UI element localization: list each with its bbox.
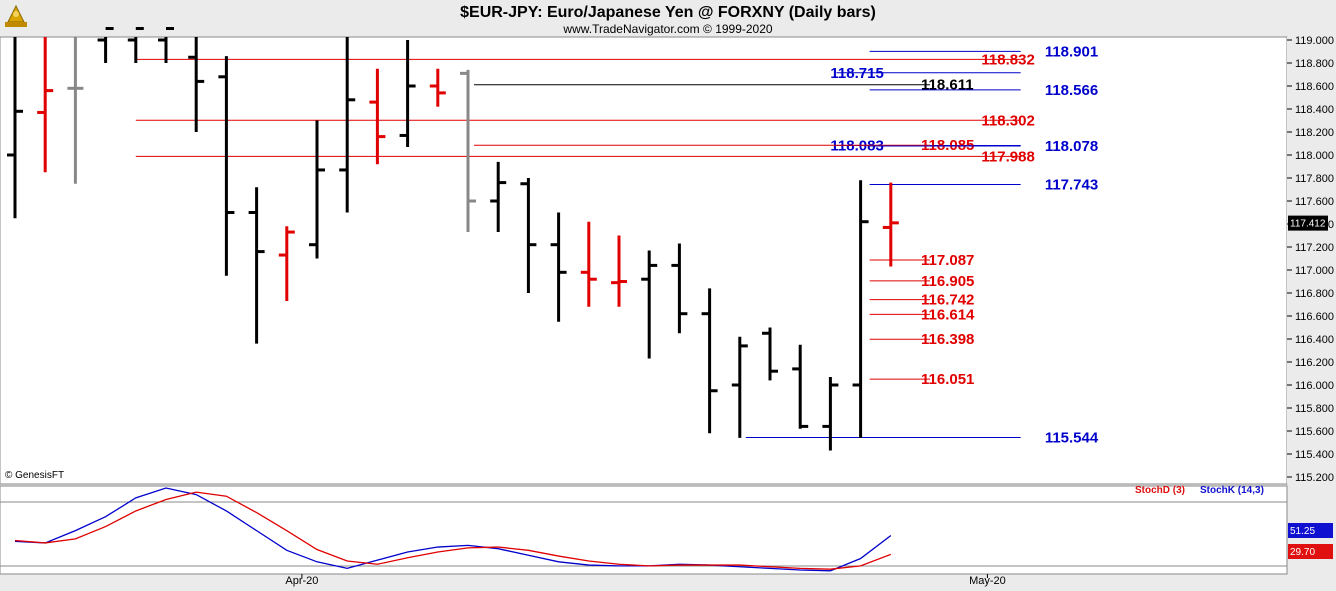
- stoch-k-tag: 51.25: [1288, 523, 1333, 538]
- y-tick-label: 118.400: [1295, 104, 1334, 116]
- level-label: 118.083: [830, 137, 883, 154]
- level-label: 116.398: [921, 331, 974, 348]
- y-tick-label: 117.000: [1295, 265, 1334, 277]
- ohlc-bar: [369, 68, 386, 165]
- ohlc-bar: [882, 182, 899, 267]
- ohlc-bar: [97, 27, 114, 63]
- last-price-tag: 117.412: [1288, 215, 1328, 231]
- y-tick-label: 117.200: [1295, 242, 1334, 254]
- ohlc-bar: [792, 344, 809, 429]
- level-label: 117.988: [981, 148, 1034, 165]
- ohlc-bar: [188, 37, 205, 132]
- ohlc-bar: [852, 180, 869, 438]
- level-label: 118.715: [830, 65, 883, 82]
- level-label: 115.544: [1045, 429, 1099, 446]
- level-label: 118.078: [1045, 138, 1098, 155]
- level-label: 116.905: [921, 273, 974, 290]
- ohlc-bar: [822, 376, 839, 451]
- y-tick-label: 116.600: [1295, 311, 1334, 323]
- ohlc-bar: [671, 243, 688, 334]
- ohlc-bar: [580, 221, 597, 307]
- level-label: 118.302: [981, 112, 1034, 129]
- y-tick-label: 119.000: [1295, 35, 1334, 47]
- ohlc-bar: [731, 336, 748, 438]
- ohlc-bar: [641, 250, 658, 359]
- header-bg: [0, 0, 1336, 37]
- level-label: 118.611: [921, 77, 974, 94]
- level-lines: 118.901 118.832 118.715 118.611 118.566 118.3…: [135, 43, 1099, 446]
- last-price-label: 117.412: [1290, 219, 1326, 230]
- ohlc-bar: [701, 288, 718, 434]
- price-axis: [1287, 37, 1336, 484]
- y-tick-label: 115.200: [1295, 472, 1334, 484]
- level-label: 116.051: [921, 371, 974, 388]
- chart-title: $EUR-JPY: Euro/Japanese Yen @ FORXNY (Da…: [460, 4, 876, 21]
- level-label: 118.901: [1045, 43, 1098, 60]
- ohlc-bar: [460, 69, 476, 233]
- y-tick-label: 117.800: [1295, 173, 1334, 185]
- stochastic-panel[interactable]: [0, 485, 1288, 575]
- legend-stoch-k: StochK (14,3): [1200, 485, 1264, 496]
- y-tick-label: 115.800: [1295, 403, 1334, 415]
- logo-icon: [5, 4, 27, 27]
- ohlc-bar: [248, 187, 265, 344]
- ohlc-bar: [611, 235, 627, 307]
- y-tick-label: 116.000: [1295, 380, 1334, 392]
- ohlc-bar: [278, 226, 295, 302]
- x-tick-label: May-20: [969, 575, 1006, 587]
- stoch-k-value: 51.25: [1290, 526, 1315, 537]
- level-label: 117.743: [1045, 177, 1098, 194]
- stoch-line-d: [14, 491, 892, 570]
- stoch-d-tag: 29.70: [1288, 544, 1333, 559]
- ohlc-bar: [158, 27, 174, 63]
- level-label: 117.087: [921, 252, 974, 269]
- y-tick-label: 116.200: [1295, 357, 1334, 369]
- stochastic-lines: [14, 487, 892, 572]
- price-axis-ticks: 119.000 118.800 118.600 118.400 118.200 118.0…: [1287, 35, 1334, 484]
- y-tick-label: 117.600: [1295, 196, 1334, 208]
- ohlc-bar: [520, 178, 537, 293]
- y-tick-label: 115.400: [1295, 449, 1334, 461]
- level-label: 118.832: [981, 51, 1034, 68]
- ohlc-bar: [127, 27, 144, 63]
- ohlc-bar: [309, 120, 325, 259]
- ohlc-bar: [490, 161, 507, 233]
- credit-label: © GenesisFT: [5, 470, 64, 481]
- x-tick-label: Apr-20: [285, 575, 318, 587]
- ohlc-bar: [37, 37, 54, 173]
- y-tick-label: 115.600: [1295, 426, 1334, 438]
- price-bars: [7, 27, 899, 451]
- date-axis-ticks: Apr-20 May-20: [285, 574, 1006, 587]
- y-tick-label: 118.600: [1295, 81, 1334, 93]
- price-panel[interactable]: [0, 36, 1288, 485]
- ohlc-bar: [399, 40, 416, 147]
- ohlc-bar: [339, 37, 356, 213]
- y-tick-label: 118.200: [1295, 127, 1334, 139]
- level-label: 116.614: [921, 306, 975, 323]
- chart-subtitle: www.TradeNavigator.com © 1999-2020: [562, 22, 772, 36]
- level-label: 116.742: [921, 292, 974, 309]
- ohlc-bar: [762, 327, 778, 381]
- ohlc-bar: [7, 37, 23, 219]
- ohlc-bar: [67, 37, 84, 184]
- y-tick-label: 116.800: [1295, 288, 1334, 300]
- y-tick-label: 118.800: [1295, 58, 1334, 70]
- ohlc-bar: [550, 212, 567, 322]
- y-tick-label: 116.400: [1295, 334, 1334, 346]
- y-tick-label: 118.000: [1295, 150, 1334, 162]
- legend-stoch-d: StochD (3): [1135, 485, 1185, 496]
- stoch-line-k: [14, 487, 892, 572]
- level-label: 118.566: [1045, 82, 1098, 99]
- ohlc-bar: [218, 56, 235, 276]
- ohlc-bar: [429, 68, 446, 107]
- stoch-d-value: 29.70: [1290, 547, 1315, 558]
